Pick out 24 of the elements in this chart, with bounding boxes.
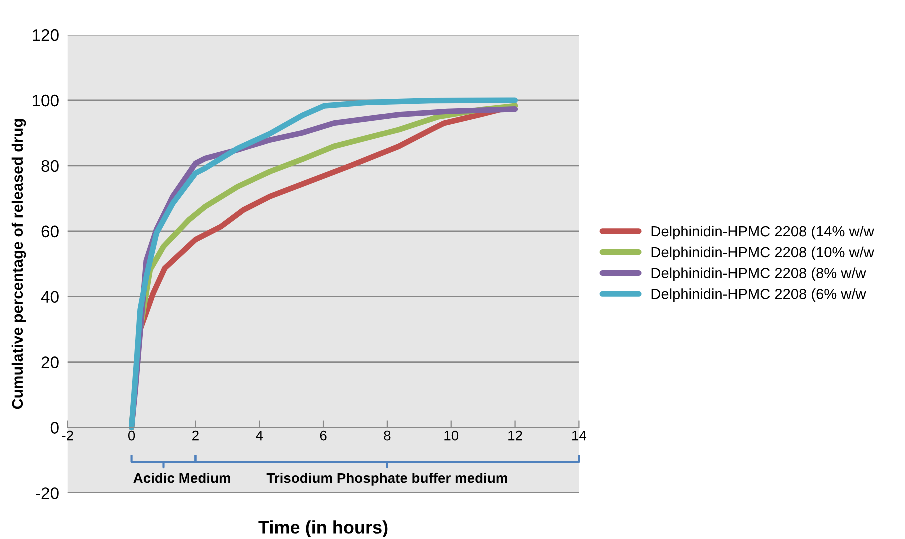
- y-tick-label: 40: [41, 291, 59, 304]
- x-tick-label: -2: [62, 430, 74, 441]
- legend-label: Delphinidin-HPMC 2208 (6% w/w: [652, 288, 866, 302]
- y-tick-label: 100: [33, 94, 59, 107]
- annotation: Acidic Medium: [134, 472, 230, 484]
- y-axis-title: Cumulative percentage of released drug: [12, 120, 26, 410]
- legend-label: Delphinidin-HPMC 2208 (10% w/w: [652, 246, 874, 260]
- annotation: Trisodium Phosphate buffer medium: [266, 472, 508, 486]
- y-tick-label: 120: [33, 29, 59, 42]
- y-tick-label: -20: [36, 488, 59, 500]
- x-tick-label: 4: [256, 431, 264, 441]
- legend-label: Delphinidin-HPMC 2208 (14% w/w: [652, 226, 874, 240]
- x-tick-label: 0: [128, 430, 136, 441]
- y-tick-label: 80: [42, 160, 59, 172]
- legend-label: Delphinidin-HPMC 2208 (8% w/w: [652, 268, 866, 282]
- x-tick-label: 8: [384, 430, 391, 441]
- y-tick-label: 20: [42, 356, 59, 368]
- x-tick-label: 12: [508, 430, 522, 441]
- x-tick-label: 14: [572, 431, 587, 441]
- y-tick-label: 60: [42, 226, 59, 238]
- x-tick-label: 10: [444, 430, 459, 441]
- x-tick-label: 2: [192, 430, 199, 441]
- x-axis-title: Time (in hours): [258, 520, 388, 538]
- x-tick-label: 6: [320, 430, 327, 441]
